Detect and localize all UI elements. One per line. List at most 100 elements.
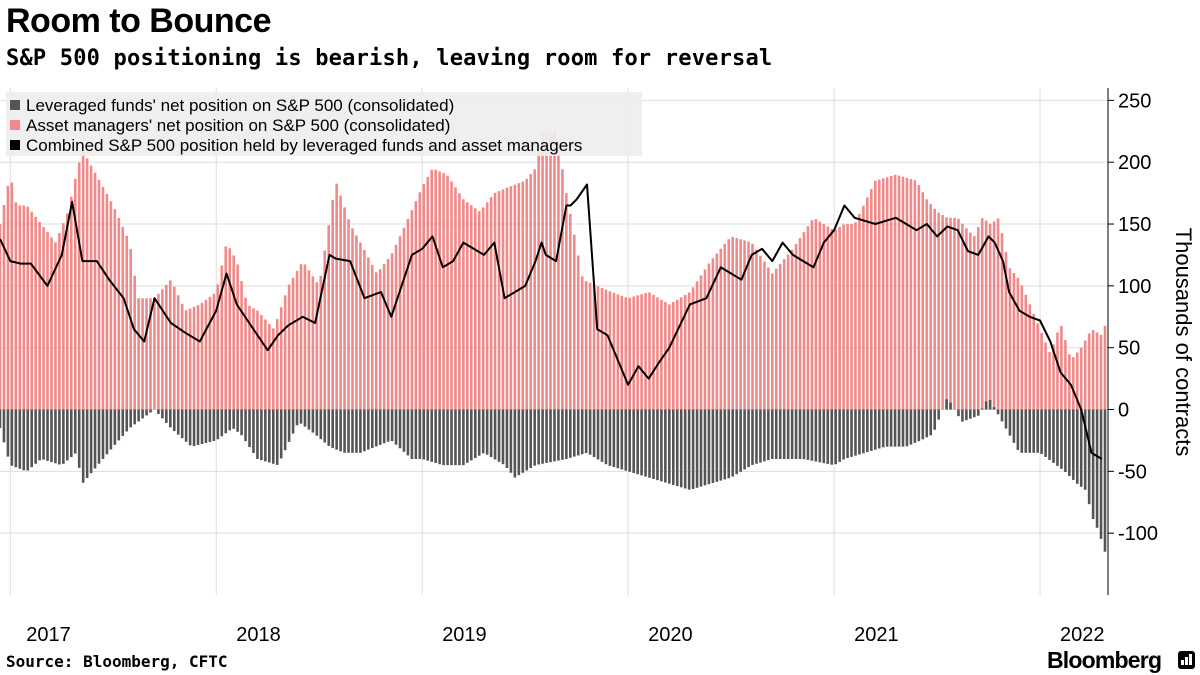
asset-manager-bar [291, 277, 295, 410]
leveraged-bar [430, 409, 433, 462]
leveraged-bar [711, 409, 715, 483]
asset-manager-bar [957, 218, 960, 410]
asset-manager-bar [26, 206, 30, 410]
asset-manager-bar [113, 209, 117, 410]
leveraged-bar [105, 409, 109, 455]
leveraged-bar [537, 409, 540, 465]
asset-manager-bar [323, 250, 327, 410]
asset-manager-bar [450, 181, 453, 410]
leveraged-bar [10, 409, 14, 466]
asset-manager-bar [462, 199, 465, 410]
asset-manager-bar [434, 169, 437, 410]
y-axis-title: Thousands of contracts [1171, 228, 1196, 457]
leveraged-bar [679, 409, 683, 488]
asset-manager-bar [69, 196, 73, 410]
leveraged-bar [648, 409, 651, 478]
leveraged-bar [1099, 409, 1103, 539]
leveraged-bar [1064, 409, 1067, 472]
asset-manager-bar [862, 205, 865, 410]
asset-manager-bar [909, 179, 913, 410]
leveraged-bar [980, 408, 984, 410]
asset-manager-bar [691, 287, 695, 410]
asset-manager-bar [386, 259, 390, 410]
leveraged-bar [806, 409, 810, 460]
asset-manager-bar [1052, 344, 1055, 410]
leveraged-bar [533, 409, 536, 466]
asset-manager-bar [240, 281, 243, 410]
leveraged-bar [117, 409, 121, 441]
leveraged-bar [481, 409, 485, 454]
asset-manager-bar [580, 276, 584, 410]
asset-manager-bar [442, 173, 445, 410]
leveraged-bar [1004, 409, 1008, 429]
asset-manager-bar [541, 131, 544, 410]
leveraged-bar [719, 409, 723, 481]
asset-manager-bar [592, 284, 596, 410]
asset-manager-bar [315, 282, 319, 410]
leveraged-bar [319, 409, 323, 440]
asset-manager-bar [640, 294, 643, 410]
leveraged-bar [699, 409, 703, 487]
asset-manager-bar [850, 224, 853, 410]
asset-manager-bar [1075, 352, 1079, 410]
leveraged-bar [771, 409, 774, 459]
asset-manager-bar [327, 225, 331, 410]
asset-manager-bar [731, 236, 734, 410]
leveraged-bar [192, 409, 196, 446]
asset-manager-bar [343, 207, 346, 410]
leveraged-bar [1044, 409, 1047, 457]
asset-manager-bar [390, 253, 394, 410]
asset-manager-bar [1012, 273, 1016, 410]
leveraged-bar [565, 409, 568, 459]
asset-manager-bar [743, 240, 746, 410]
asset-manager-bar [109, 201, 113, 410]
asset-manager-bar [410, 210, 414, 410]
leveraged-bar [113, 409, 117, 445]
leveraged-bar [398, 409, 402, 449]
asset-manager-bar [636, 295, 639, 410]
asset-manager-bar [260, 315, 263, 410]
asset-manager-bar [430, 169, 433, 410]
asset-manager-bar [121, 226, 125, 410]
asset-manager-bar [1020, 285, 1024, 410]
leveraged-bar [632, 409, 635, 474]
asset-manager-bar [58, 233, 61, 410]
asset-manager-bar [885, 177, 889, 410]
leveraged-bar [1072, 409, 1075, 480]
asset-manager-bar [870, 189, 873, 410]
leveraged-bar [640, 409, 643, 476]
asset-manager-bar [355, 235, 358, 410]
leveraged-bar [355, 409, 358, 453]
asset-manager-bar [897, 175, 901, 410]
asset-manager-bar [220, 265, 224, 410]
leveraged-bar [965, 409, 968, 421]
asset-manager-bar [232, 255, 235, 410]
asset-manager-bar [782, 259, 786, 410]
asset-manager-bar [703, 269, 707, 410]
leveraged-bar [992, 407, 996, 410]
asset-manager-bar [283, 295, 287, 410]
asset-manager-bar [137, 298, 140, 410]
asset-manager-bar [1056, 332, 1059, 410]
y-tick-label: 0 [1118, 400, 1129, 422]
asset-manager-bar [683, 294, 687, 410]
leveraged-bar [287, 409, 291, 442]
leveraged-bar [767, 409, 770, 461]
leveraged-bar [1079, 409, 1083, 487]
leveraged-bar [180, 409, 184, 439]
asset-manager-bar [624, 297, 628, 410]
asset-manager-bar [1016, 277, 1020, 410]
leveraged-bar [66, 409, 69, 461]
x-tick-label: 2019 [442, 624, 487, 646]
asset-manager-bar [359, 242, 362, 410]
leveraged-bar [248, 409, 251, 448]
y-tick-label: 150 [1118, 214, 1151, 236]
leveraged-bar [889, 409, 893, 447]
leveraged-bar [1091, 409, 1095, 520]
leveraged-bar [846, 409, 849, 459]
asset-manager-bar [331, 199, 334, 410]
leveraged-bar [458, 409, 461, 466]
leveraged-bar [842, 409, 845, 460]
leveraged-bar [343, 409, 346, 453]
leveraged-bar [291, 409, 295, 434]
